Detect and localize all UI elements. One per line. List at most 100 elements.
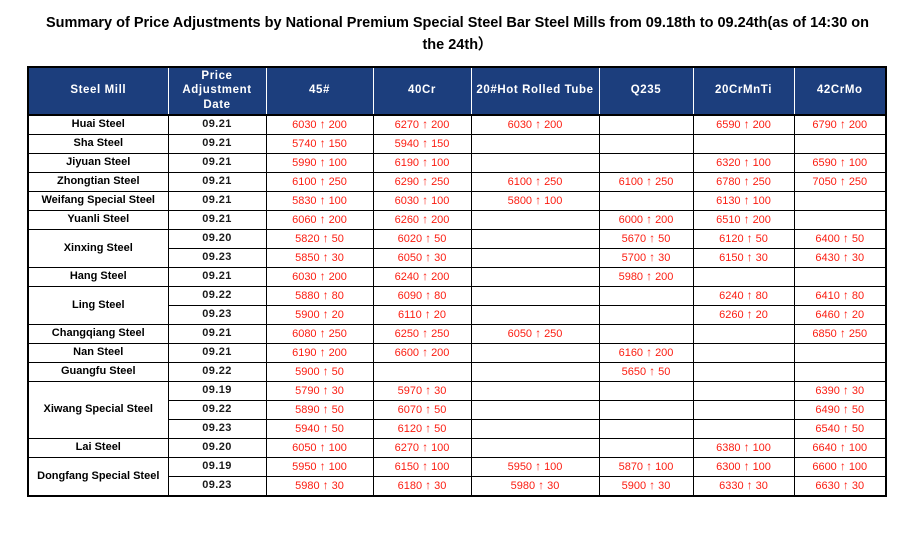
- up-arrow-icon: ↑: [322, 306, 329, 321]
- table-row: Zhongtian Steel 09.21 6100 ↑ 250 6290 ↑ 250 6100…: [27, 171, 887, 192]
- price-cell: 5740 ↑ 150: [265, 133, 374, 154]
- price-cell: 6400 ↑ 50: [793, 228, 887, 249]
- price-value: 6400: [815, 232, 840, 245]
- change-value: 200: [655, 346, 674, 359]
- price-value: 5740: [292, 137, 317, 150]
- price-cell: 5940 ↑ 50: [265, 418, 374, 439]
- up-arrow-icon: ↑: [319, 344, 326, 359]
- change-value: 30: [658, 251, 671, 264]
- table-row: Dongfang Special Steel 09.19 5950 ↑ 100 6150 ↑…: [27, 456, 887, 496]
- up-arrow-icon: ↑: [535, 192, 542, 207]
- price-value: 6240: [394, 270, 420, 283]
- change-value: 30: [331, 479, 344, 492]
- change-value: 200: [431, 213, 450, 226]
- price-value: 6390: [815, 384, 840, 397]
- empty-cell: [692, 133, 795, 154]
- price-cell: 6150 ↑ 100: [372, 456, 472, 477]
- date-cell: 09.22: [167, 285, 267, 306]
- price-cell: 6030 ↑ 200: [265, 114, 374, 135]
- date-cell: 09.19: [167, 380, 267, 401]
- up-arrow-icon: ↑: [746, 306, 753, 321]
- price-adjustments-table: Steel Mill Price Adjustment Date 45# 40C…: [27, 65, 887, 497]
- price-value: 6100: [507, 175, 533, 188]
- up-arrow-icon: ↑: [842, 382, 849, 397]
- change-value: 50: [331, 365, 344, 378]
- price-value: 5700: [621, 251, 647, 264]
- price-value: 6080: [292, 327, 317, 340]
- change-value: 200: [431, 118, 450, 131]
- price-cell: 6100 ↑ 250: [265, 171, 374, 192]
- table-row: 09.23 5850 ↑ 30 6050 ↑ 30 5700 ↑ 30 6150 ↑ 30 6430 ↑ 30: [28, 247, 887, 268]
- up-arrow-icon: ↑: [535, 116, 542, 131]
- up-arrow-icon: ↑: [646, 344, 653, 359]
- change-value: 30: [434, 479, 447, 492]
- price-cell: 5880 ↑ 80: [265, 285, 374, 306]
- change-value: 50: [434, 422, 447, 435]
- table-row: Jiyuan Steel 09.21 5990 ↑ 100 6190 ↑ 100 6320 ↑ 10…: [27, 152, 887, 173]
- price-value: 6640: [812, 441, 837, 454]
- price-cell: 6780 ↑ 250: [692, 171, 795, 192]
- mill-name-cell: Dongfang Special Steel: [27, 456, 169, 496]
- up-arrow-icon: ↑: [649, 249, 656, 264]
- price-cell: 6330 ↑ 30: [692, 475, 795, 496]
- price-cell: 6240 ↑ 200: [372, 266, 472, 287]
- price-value: 5650: [621, 365, 647, 378]
- change-value: 250: [431, 327, 450, 340]
- price-value: 6590: [812, 156, 837, 169]
- price-cell: 6600 ↑ 100: [793, 456, 887, 477]
- change-value: 50: [851, 403, 865, 416]
- change-value: 50: [658, 232, 671, 245]
- change-value: 200: [655, 270, 674, 283]
- price-cell: 5900 ↑ 50: [265, 361, 374, 382]
- date-cell: 09.21: [167, 190, 267, 211]
- up-arrow-icon: ↑: [842, 287, 849, 302]
- price-cell: 6510 ↑ 200: [692, 209, 795, 230]
- change-value: 250: [328, 175, 347, 188]
- price-cell: 5820 ↑ 50: [265, 228, 374, 249]
- price-value: 6260: [719, 308, 744, 321]
- change-value: 200: [328, 213, 347, 226]
- up-arrow-icon: ↑: [839, 439, 846, 454]
- price-cell: 5800 ↑ 100: [470, 190, 600, 211]
- up-arrow-icon: ↑: [842, 420, 849, 435]
- up-arrow-icon: ↑: [322, 363, 329, 378]
- date-cell: 09.21: [167, 114, 267, 135]
- change-value: 200: [328, 270, 347, 283]
- up-arrow-icon: ↑: [746, 249, 753, 264]
- price-value: 6600: [812, 460, 837, 473]
- change-value: 100: [431, 156, 450, 169]
- table-row: Xinxing Steel 09.20 5820 ↑ 50 6020 ↑ 50 5670 ↑ 50 6…: [27, 228, 887, 268]
- price-cell: 6120 ↑ 50: [372, 418, 472, 439]
- up-arrow-icon: ↑: [422, 458, 429, 473]
- price-value: 6100: [618, 175, 644, 188]
- price-cell: 6790 ↑ 200: [793, 114, 887, 135]
- empty-cell: [793, 133, 887, 154]
- price-value: 6780: [716, 175, 741, 188]
- price-value: 6260: [394, 213, 420, 226]
- up-arrow-icon: ↑: [746, 230, 753, 245]
- up-arrow-icon: ↑: [839, 458, 846, 473]
- empty-cell: [598, 152, 694, 173]
- change-value: 100: [328, 156, 347, 169]
- price-cell: 5700 ↑ 30: [598, 247, 694, 268]
- up-arrow-icon: ↑: [319, 439, 326, 454]
- price-cell: 6260 ↑ 20: [692, 304, 795, 325]
- date-cell: 09.21: [167, 209, 267, 230]
- price-cell: 5900 ↑ 30: [598, 475, 694, 496]
- change-value: 250: [328, 327, 347, 340]
- up-arrow-icon: ↑: [422, 192, 429, 207]
- header-40cr: 40Cr: [372, 66, 472, 116]
- header-42crmo: 42CrMo: [793, 66, 887, 116]
- price-cell: 5900 ↑ 20: [265, 304, 374, 325]
- price-value: 6190: [394, 156, 420, 169]
- price-value: 6000: [618, 213, 644, 226]
- table-row: 09.23 5940 ↑ 50 6120 ↑ 50 6540 ↑ 50: [28, 418, 887, 439]
- price-value: 5900: [295, 308, 320, 321]
- date-cell: 09.19: [167, 456, 267, 477]
- empty-cell: [598, 380, 694, 401]
- up-arrow-icon: ↑: [425, 401, 432, 416]
- price-cell: 6070 ↑ 50: [372, 399, 472, 420]
- up-arrow-icon: ↑: [319, 154, 326, 169]
- mill-name-cell: Changqiang Steel: [27, 323, 169, 344]
- change-value: 250: [544, 175, 563, 188]
